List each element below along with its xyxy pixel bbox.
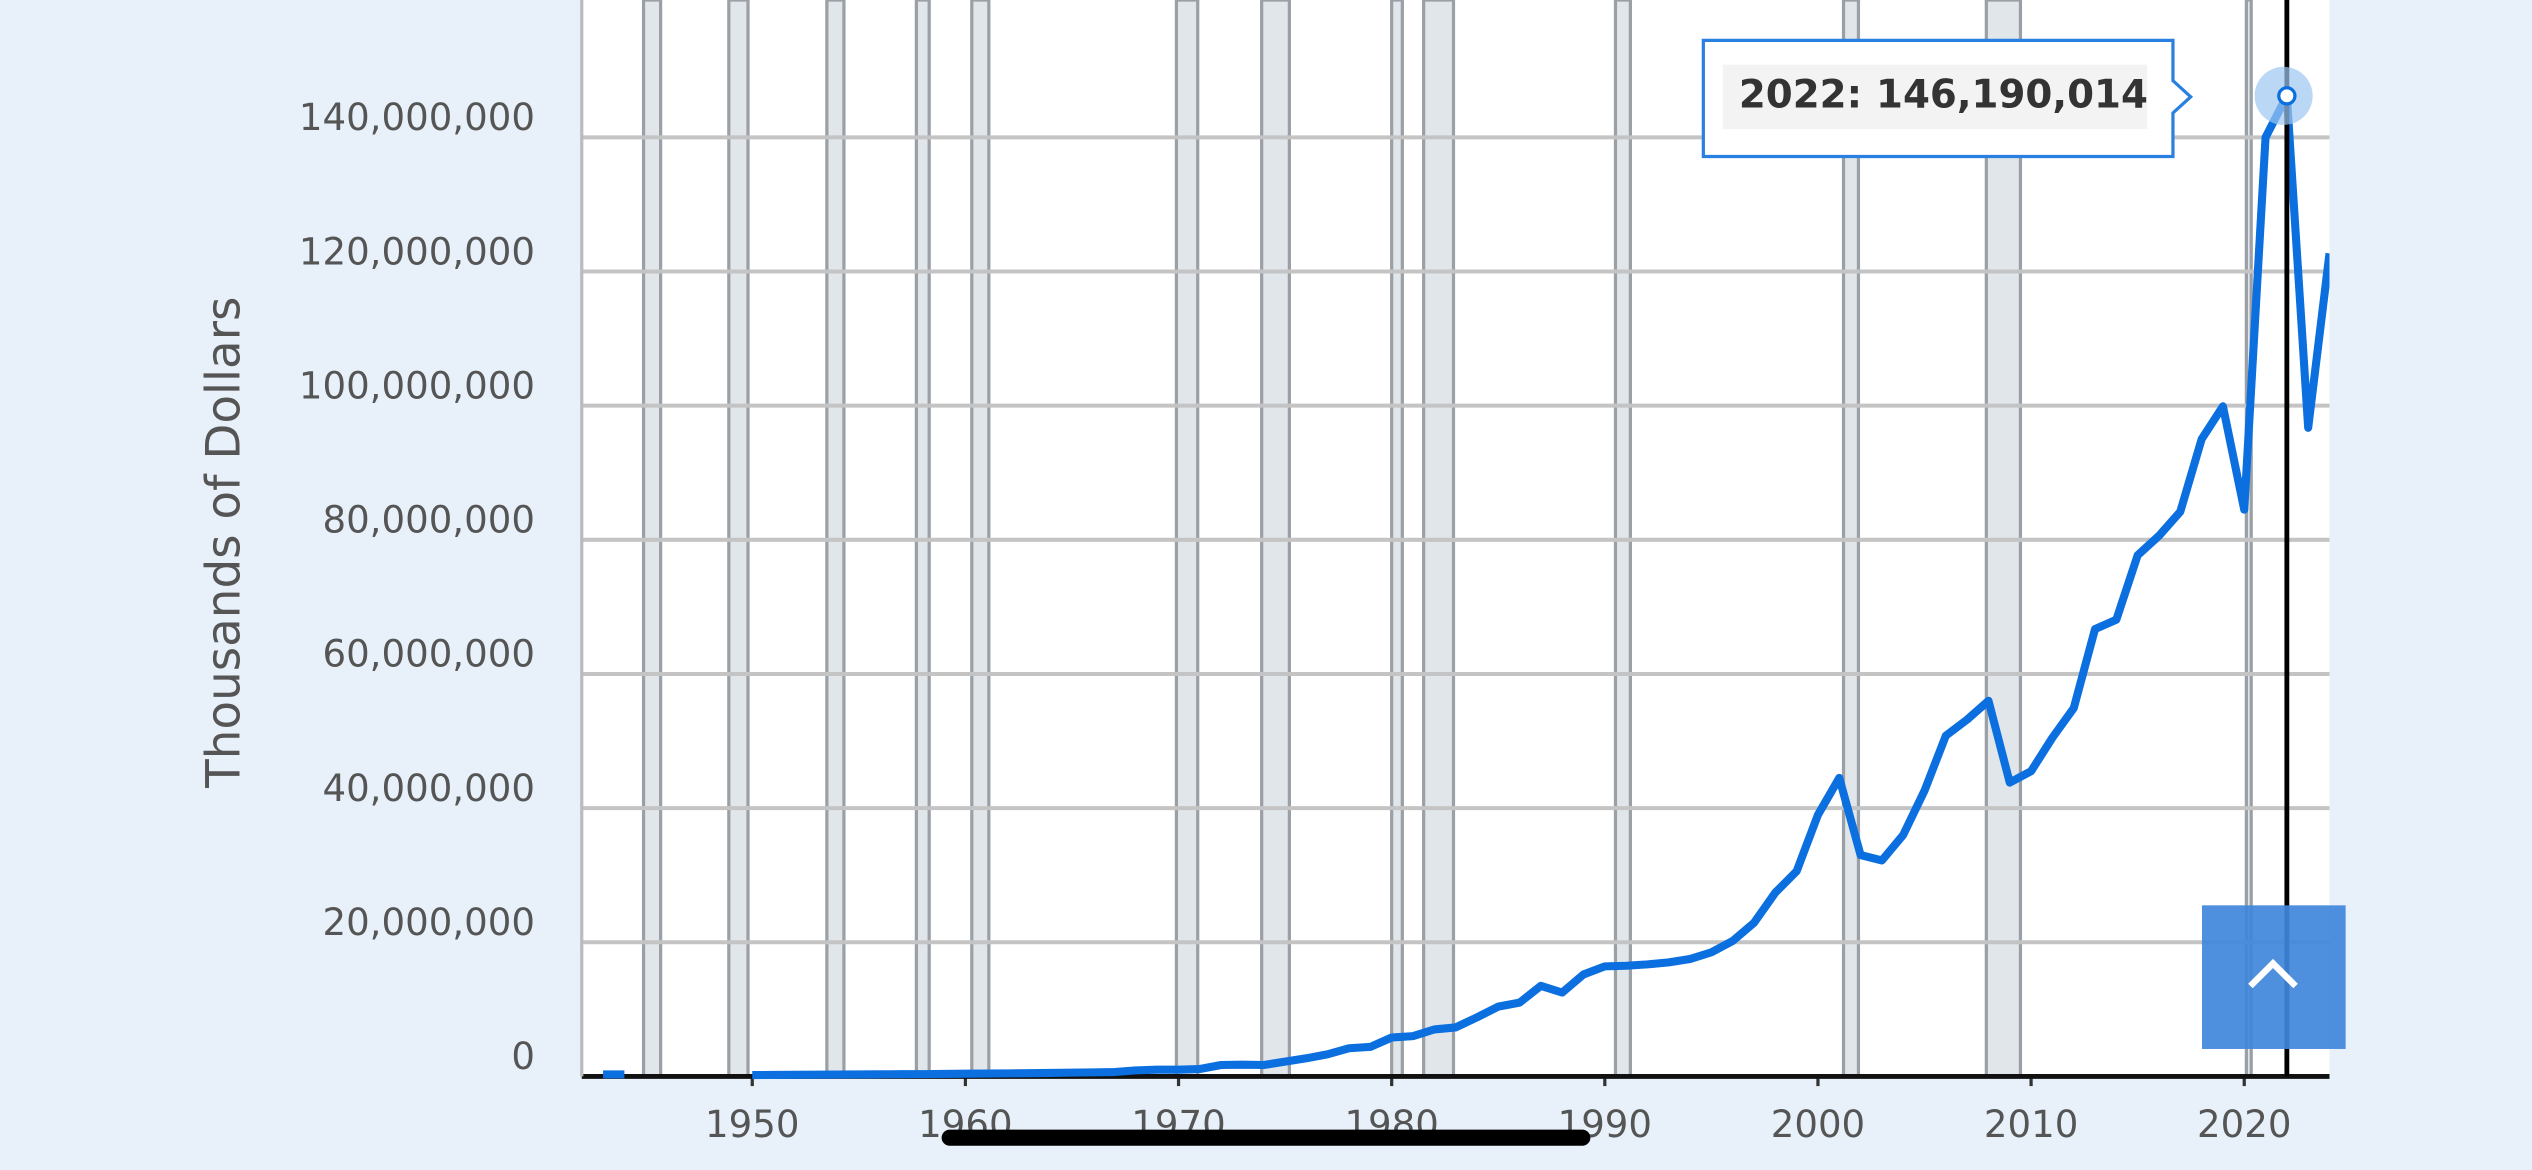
button-bg <box>2202 905 2346 1049</box>
plot-layer: 0 20,000,000 40,000,000 60,000,000 80,000,00… <box>299 0 2330 1146</box>
button-chevron <box>2248 958 2298 989</box>
scroll-top-button[interactable] <box>2202 905 2346 1049</box>
y-tick-label: 40,000,000 <box>322 767 534 810</box>
y-tick-label: 80,000,000 <box>322 499 534 542</box>
y-tick-label: 20,000,000 <box>322 901 534 944</box>
x-tick-label: 2010 <box>1984 1103 2078 1146</box>
y-tick-label: 120,000,000 <box>299 230 535 273</box>
x-tick-label: 1950 <box>705 1103 799 1146</box>
tooltip-label: 2022: <box>1739 72 1862 117</box>
y-tick-label: 0 <box>511 1035 535 1078</box>
data-line <box>603 91 2330 1080</box>
tooltip-inner <box>1722 64 2148 130</box>
y-tick-label: 100,000,000 <box>299 364 535 407</box>
y-axis-title: Thousands of Dollars <box>198 297 252 789</box>
scroll-indicator <box>941 1129 1591 1146</box>
x-tick-label: 2000 <box>1771 1103 1865 1146</box>
x-tick-label: 2020 <box>2197 1103 2291 1146</box>
y-tick-label: 60,000,000 <box>322 633 534 676</box>
y-tick-label: 140,000,000 <box>299 96 535 139</box>
tooltip-value: 146,190,014 <box>1876 72 2148 117</box>
hover-point <box>2277 86 2297 106</box>
